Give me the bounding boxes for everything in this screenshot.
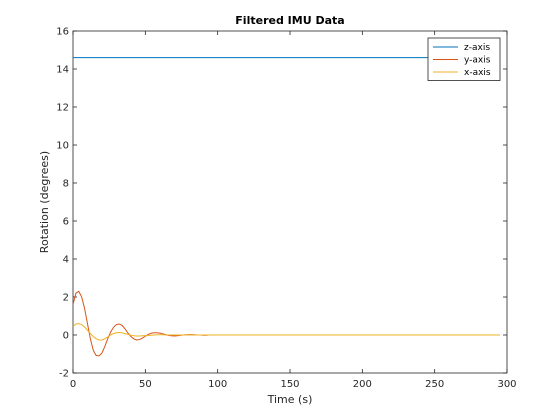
y-tick-label: -2 [59,369,69,380]
legend-label: x-axis [464,68,491,78]
y-tick-label: 14 [56,65,69,76]
x-tick-label: 150 [280,379,299,390]
x-tick-label: 300 [497,379,516,390]
x-tick-label: 100 [208,379,227,390]
y-tick-label: 12 [56,103,69,114]
y-tick-label: 4 [63,255,69,266]
y-tick-label: 16 [56,27,69,38]
y-tick-label: 6 [63,217,69,228]
y-tick-label: 2 [63,293,69,304]
series-line-x-axis [72,323,500,341]
y-tick-label: 8 [63,179,69,190]
legend-label: z-axis [464,43,490,53]
y-tick-label: 10 [56,141,69,152]
y-tick-label: 0 [63,331,69,342]
chart-title: Filtered IMU Data [235,14,344,27]
legend: z-axis y-axis x-axis [427,37,501,81]
x-tick-label: 50 [139,379,152,390]
x-axis-label: Time (s) [267,393,313,406]
legend-label: y-axis [464,56,491,66]
x-tick-label: 200 [353,379,372,390]
y-axis-label: Rotation (degrees) [38,151,51,253]
x-tick-label: 0 [70,379,76,390]
x-tick-label: 250 [425,379,444,390]
plot-area [72,30,508,374]
